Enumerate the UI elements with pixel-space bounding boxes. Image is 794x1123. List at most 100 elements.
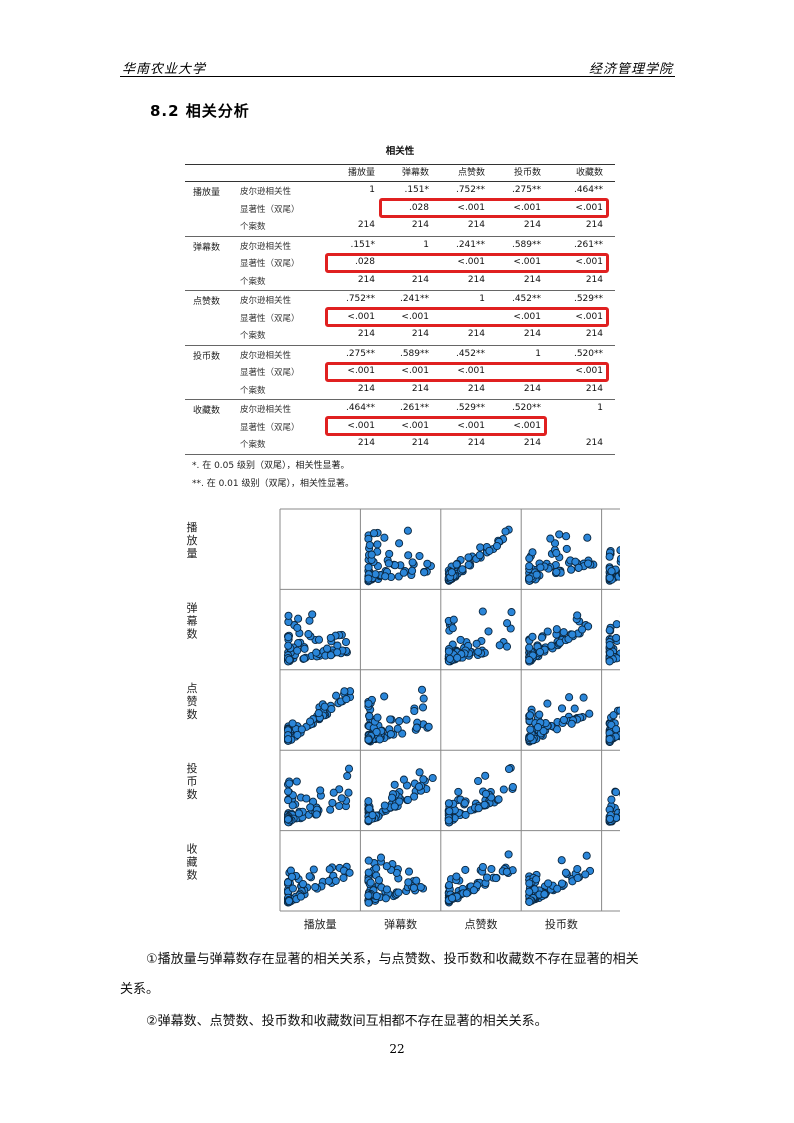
table-cell: 214 [467, 438, 485, 448]
scatter-point [403, 526, 412, 535]
scatter-point [567, 719, 576, 728]
scatter-point [578, 625, 587, 634]
table-cell: 214 [357, 220, 375, 230]
row-label: 点赞数 [193, 297, 221, 307]
scatter-point [503, 619, 512, 628]
scatter-point [364, 856, 373, 865]
scatter-point [285, 779, 294, 788]
scatter-point [284, 641, 293, 650]
scatter-matrix: 播放量播放量弹幕数弹幕数点赞数点赞数投币数投币数收藏数收藏数 [187, 508, 620, 931]
scatter-point [410, 792, 419, 801]
scatter-point [525, 656, 534, 665]
scatter-point [306, 717, 315, 726]
scatter-point [562, 544, 571, 553]
scatter-point [285, 896, 294, 906]
scatter-point [371, 570, 380, 579]
table-cell: 1 [369, 185, 375, 195]
stat-label: 皮尔逊相关性 [240, 187, 292, 197]
scatter-point [288, 801, 297, 810]
scatter-point [294, 614, 303, 623]
scatter-point [525, 879, 534, 888]
scatter-point [495, 641, 504, 650]
scatter-point [393, 724, 402, 733]
scatter-point [557, 704, 567, 713]
scatter-point [444, 647, 453, 656]
table-cell: 214 [357, 438, 375, 448]
scatter-point [374, 876, 384, 885]
scatter-point [448, 894, 457, 903]
stat-label: 显著性（双尾） [240, 313, 300, 324]
scatter-point [403, 795, 412, 804]
scatter-point [445, 807, 454, 816]
scatter-point [344, 788, 353, 797]
row-label: 收藏数 [193, 406, 221, 416]
table-cell: 214 [523, 220, 541, 230]
scatter-point [561, 868, 570, 877]
scatter-point [428, 773, 437, 783]
scatter-point [481, 771, 490, 780]
scatter-point [372, 864, 381, 873]
scatter-point [410, 706, 419, 716]
table-cell: .028 [354, 257, 375, 267]
scatter-point [568, 630, 577, 639]
scatter-point [333, 648, 342, 657]
scatter-point [605, 552, 614, 561]
scatter-point [308, 610, 317, 619]
table-title: 相关性 [385, 146, 415, 157]
scatter-point [365, 804, 374, 813]
scatter-point [300, 644, 309, 653]
table-cell: 214 [467, 274, 485, 285]
scatter-point [380, 692, 389, 701]
table-cell: <.001 [347, 311, 375, 322]
scatter-point [552, 548, 561, 558]
significance-highlight [325, 361, 609, 382]
scatter-point [582, 851, 591, 860]
conclusion-1: ①播放量与弹幕数存在显著的相关关系，与点赞数、投币数和收藏数不存在显著的相关 [146, 952, 639, 967]
scatter-point [464, 553, 473, 562]
table-cell: .529** [573, 294, 603, 304]
scatter-point [408, 566, 417, 575]
scatter-point [417, 685, 427, 694]
row-axis-label: 数 [187, 627, 198, 640]
table-cell: 1 [535, 348, 541, 359]
stat-label: 皮尔逊相关性 [240, 350, 292, 361]
scatter-point [492, 541, 502, 551]
scatter-point [340, 687, 349, 696]
scatter-point [526, 725, 535, 734]
table-cell: 1 [597, 403, 603, 413]
scatter-point [540, 890, 549, 899]
table-cell: .520** [511, 403, 541, 413]
scatter-point [365, 541, 374, 550]
scatter-point [444, 816, 453, 825]
scatter-point [367, 550, 376, 559]
scatter-point [415, 768, 424, 777]
scatter-point [311, 883, 320, 892]
scatter-point [456, 635, 465, 644]
table-cell: 214 [585, 383, 603, 394]
table-header-row: 播放量 弹幕数 点赞数 投币数 收藏数 [185, 164, 615, 182]
scatter-point [343, 771, 352, 781]
scatter-point [579, 693, 588, 702]
significance-highlight [379, 198, 609, 218]
table-cell: <.001 [513, 257, 541, 267]
scatter-point [458, 565, 467, 574]
scatter-point [364, 868, 373, 877]
scatter-point [364, 699, 373, 708]
table-cell: 214 [357, 383, 375, 394]
scatter-point [480, 800, 489, 809]
scatter-point [373, 713, 382, 722]
scatter-point [606, 649, 615, 658]
scatter-point [385, 549, 394, 558]
scatter-point [418, 703, 428, 712]
table-cell: 1 [479, 294, 485, 304]
table-cell: 214 [523, 438, 541, 448]
table-cell: .589** [511, 239, 541, 250]
table-row-group: 点赞数 皮尔逊相关性 .752** .241** 1 .452** .529** 显著性（双尾… [185, 291, 615, 346]
scatter-point [485, 546, 494, 555]
scatter-point [364, 574, 373, 583]
stat-label: 个案数 [240, 385, 266, 396]
scatter-point [494, 795, 503, 804]
scatter-point [312, 810, 321, 819]
scatter-point [464, 560, 473, 569]
scatter-point [380, 801, 389, 810]
